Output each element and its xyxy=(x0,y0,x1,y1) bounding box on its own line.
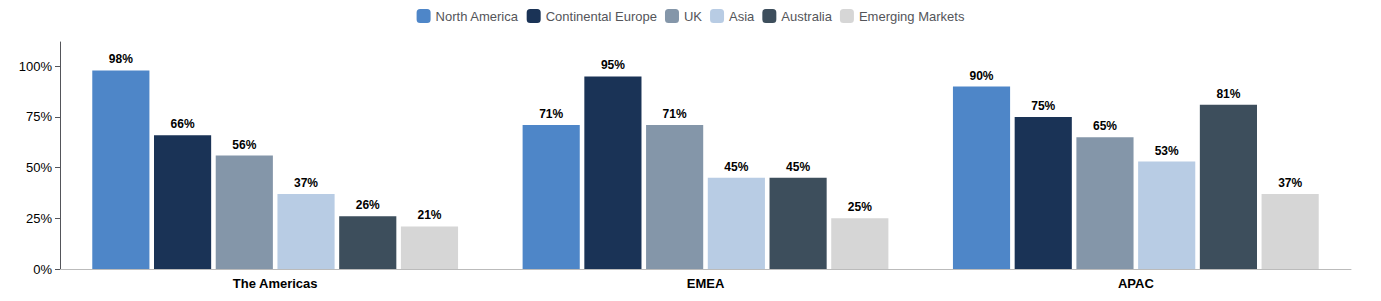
svg-text:37%: 37% xyxy=(1278,176,1302,190)
svg-text:75%: 75% xyxy=(1031,99,1055,113)
svg-text:81%: 81% xyxy=(1216,87,1240,101)
svg-text:0%: 0% xyxy=(33,262,52,277)
svg-text:90%: 90% xyxy=(970,69,994,83)
svg-text:37%: 37% xyxy=(294,176,318,190)
svg-text:EMEA: EMEA xyxy=(687,276,725,291)
svg-text:Emerging Markets: Emerging Markets xyxy=(859,9,965,24)
svg-text:21%: 21% xyxy=(417,208,441,222)
svg-text:The Americas: The Americas xyxy=(233,276,318,291)
svg-text:Continental Europe: Continental Europe xyxy=(546,9,657,24)
svg-text:95%: 95% xyxy=(601,58,625,72)
svg-text:100%: 100% xyxy=(19,59,53,74)
svg-text:50%: 50% xyxy=(26,160,52,175)
svg-text:56%: 56% xyxy=(232,138,256,152)
svg-text:Asia: Asia xyxy=(729,9,755,24)
svg-text:UK: UK xyxy=(684,9,702,24)
svg-text:75%: 75% xyxy=(26,109,52,124)
svg-text:25%: 25% xyxy=(848,200,872,214)
svg-text:45%: 45% xyxy=(724,160,748,174)
svg-text:Australia: Australia xyxy=(781,9,832,24)
svg-text:25%: 25% xyxy=(26,211,52,226)
svg-text:71%: 71% xyxy=(539,107,563,121)
svg-text:66%: 66% xyxy=(171,117,195,131)
svg-text:98%: 98% xyxy=(109,52,133,66)
svg-text:71%: 71% xyxy=(663,107,687,121)
svg-text:26%: 26% xyxy=(356,198,380,212)
svg-text:APAC: APAC xyxy=(1118,276,1154,291)
svg-text:53%: 53% xyxy=(1155,144,1179,158)
svg-text:65%: 65% xyxy=(1093,119,1117,133)
svg-text:45%: 45% xyxy=(786,160,810,174)
svg-text:North America: North America xyxy=(436,9,519,24)
